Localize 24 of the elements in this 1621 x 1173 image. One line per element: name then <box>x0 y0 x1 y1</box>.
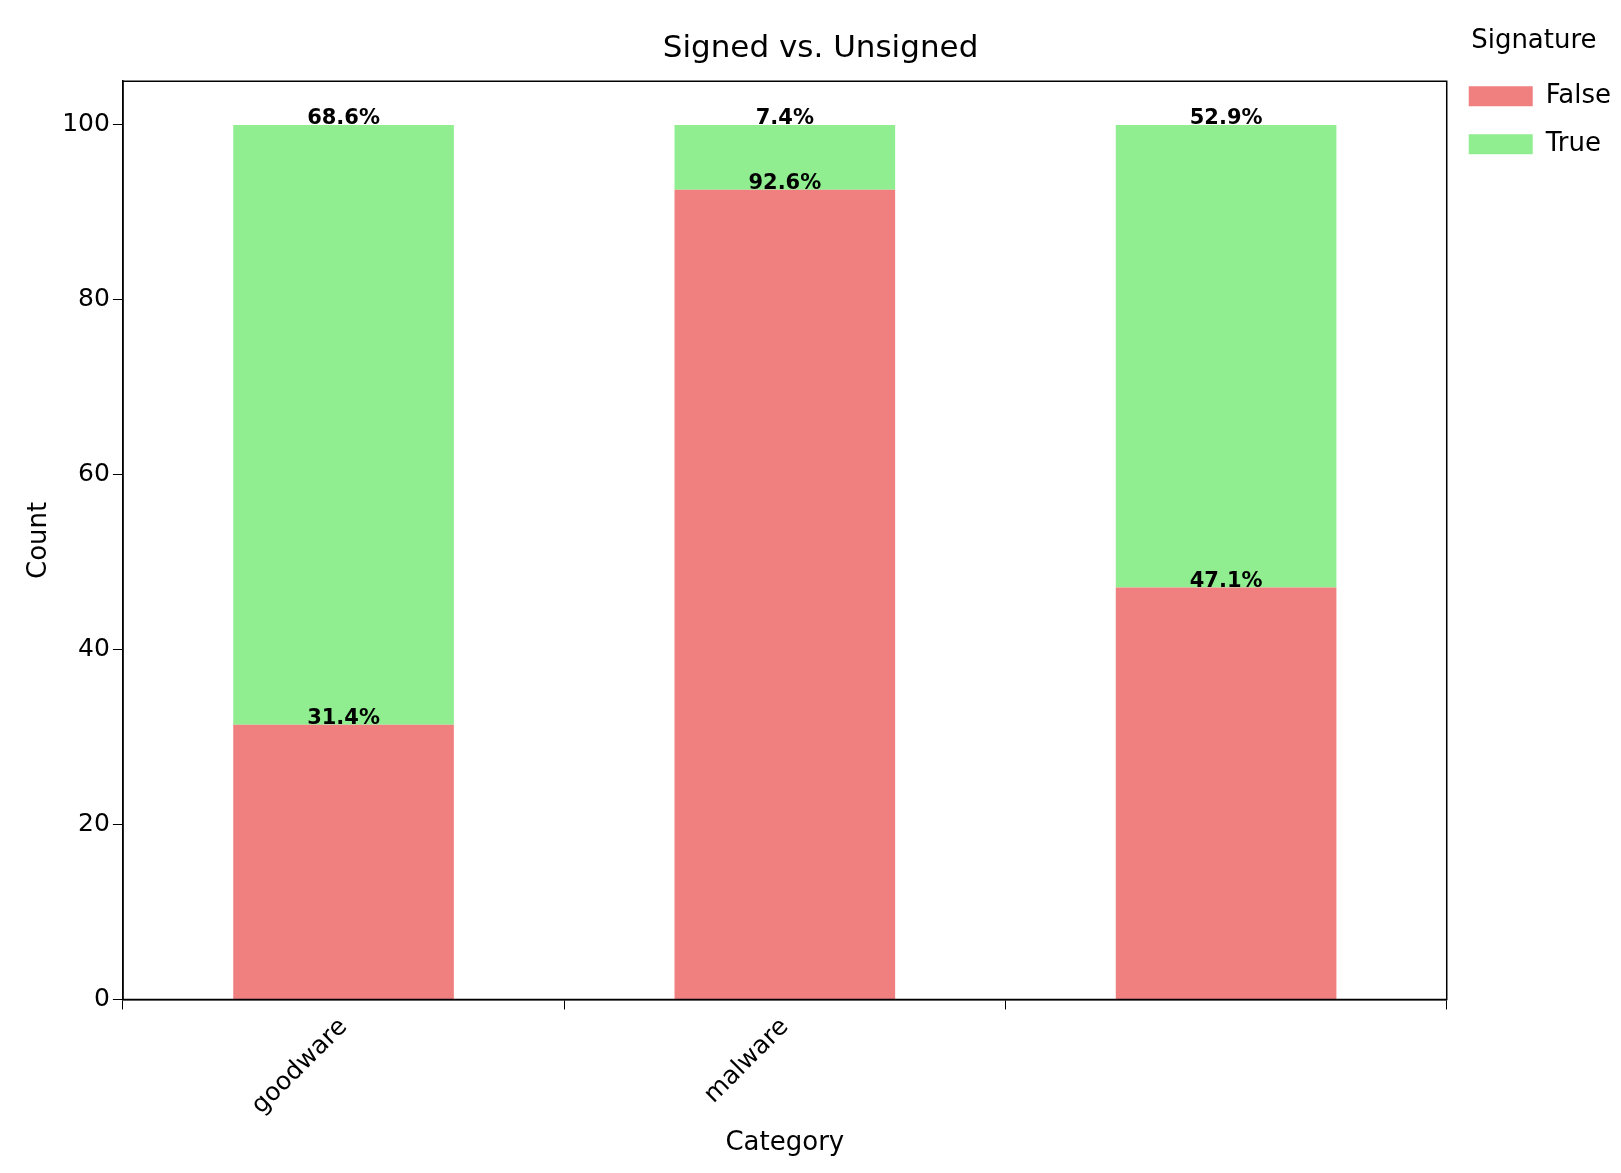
y-tick-label: 20 <box>78 808 110 838</box>
data-label: 47.1% <box>1189 567 1263 592</box>
x-axis-title: Category <box>725 1126 845 1157</box>
y-tick-label: 0 <box>94 982 110 1012</box>
bar <box>1115 587 1337 999</box>
data-label: 92.6% <box>748 169 822 194</box>
y-tick-label: 60 <box>78 458 110 488</box>
y-tick-label: 80 <box>78 283 110 313</box>
bar <box>674 189 896 999</box>
y-tick-label: 40 <box>78 633 110 663</box>
bar <box>233 724 454 999</box>
data-label: 52.9% <box>1189 104 1263 129</box>
y-axis-title: Count <box>22 501 53 579</box>
legend-label: False <box>1545 78 1612 109</box>
y-tick-label: 100 <box>62 108 110 138</box>
legend-label: True <box>1544 126 1601 157</box>
data-label: 7.4% <box>755 104 814 129</box>
chart-title: Signed vs. Unsigned <box>662 27 979 64</box>
legend-title: Signature <box>1471 23 1597 54</box>
data-label: 68.6% <box>307 104 380 129</box>
bar <box>1115 124 1337 588</box>
bar <box>233 124 454 725</box>
data-label: 31.4% <box>307 704 380 729</box>
bar <box>674 124 896 190</box>
